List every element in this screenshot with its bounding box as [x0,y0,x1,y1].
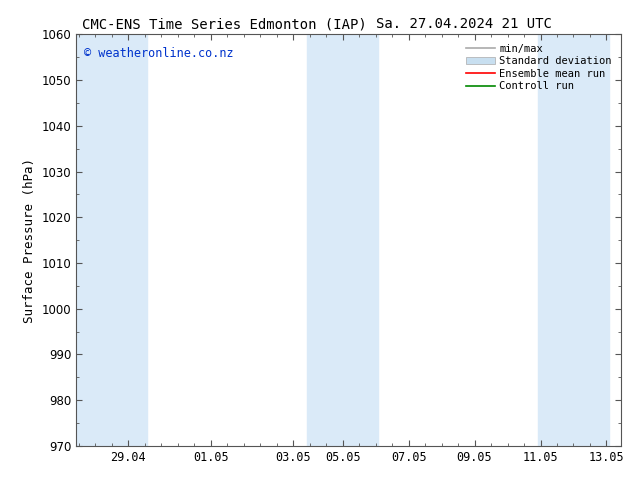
Legend: min/max, Standard deviation, Ensemble mean run, Controll run: min/max, Standard deviation, Ensemble me… [462,40,616,96]
Text: CMC-ENS Time Series Edmonton (IAP): CMC-ENS Time Series Edmonton (IAP) [82,17,367,31]
Bar [307,34,378,446]
Bar [76,34,147,446]
Y-axis label: Surface Pressure (hPa): Surface Pressure (hPa) [23,158,36,322]
Text: © weatheronline.co.nz: © weatheronline.co.nz [84,47,234,60]
Bar [538,34,609,446]
Text: Sa. 27.04.2024 21 UTC: Sa. 27.04.2024 21 UTC [376,17,552,31]
